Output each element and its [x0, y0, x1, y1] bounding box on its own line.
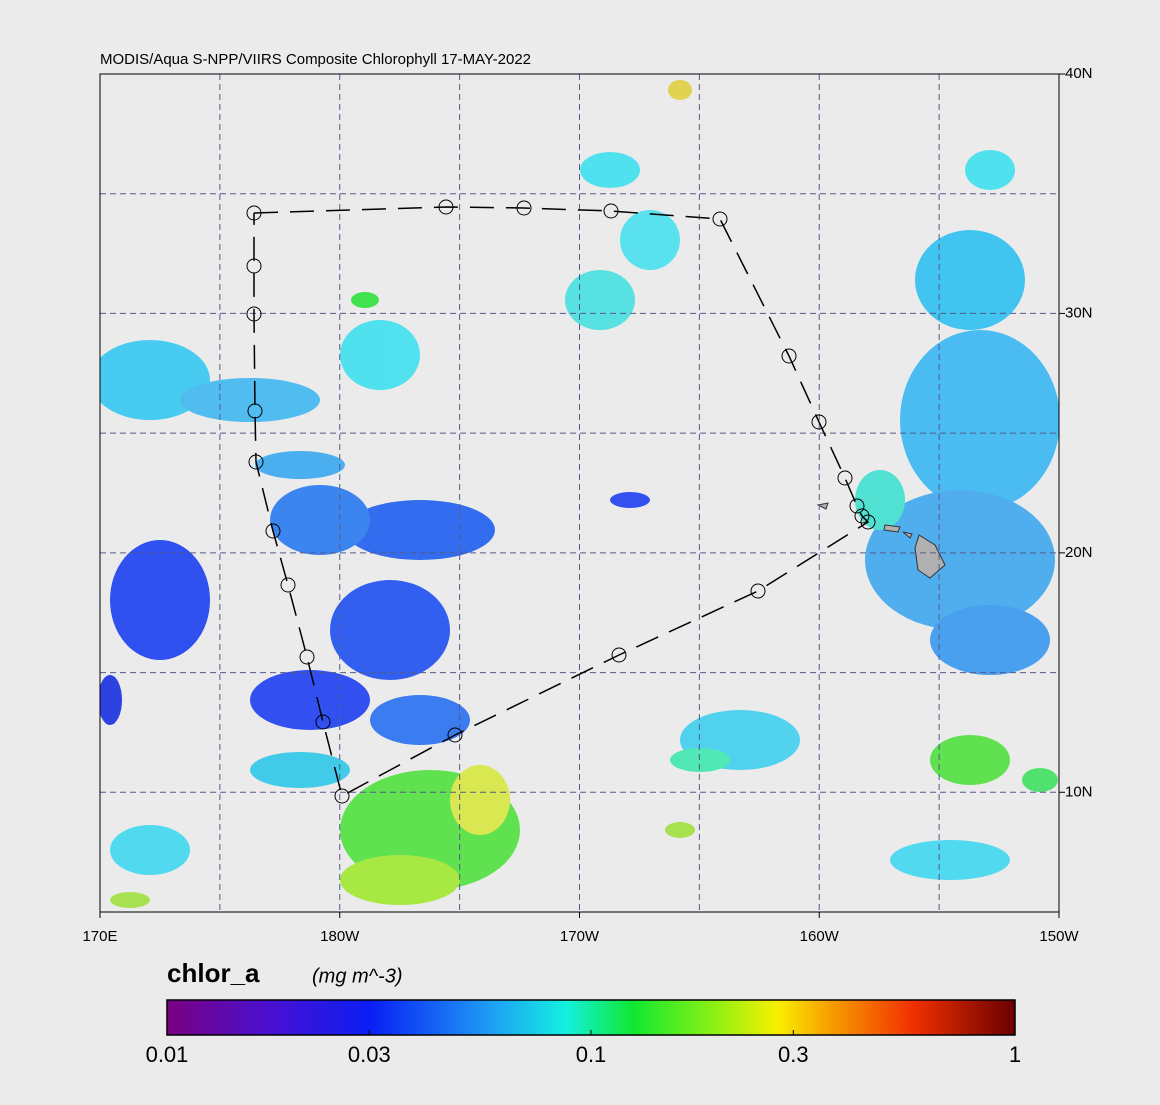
- y-tick-label: 20N: [1065, 544, 1093, 561]
- colorbar-tick-label: 0.3: [778, 1042, 809, 1067]
- y-tick-label: 30N: [1065, 304, 1093, 321]
- x-tick-label: 150W: [1039, 928, 1079, 945]
- y-tick-label: 40N: [1065, 65, 1093, 82]
- colorbar-tick-label: 1: [1009, 1042, 1021, 1067]
- colorbar: [166, 999, 1016, 1036]
- stations: [246, 199, 876, 804]
- colorbar-tick-label: 0.03: [348, 1042, 391, 1067]
- x-tick-label: 180W: [320, 928, 360, 945]
- x-tick-label: 170E: [82, 928, 117, 945]
- x-tick-label: 160W: [800, 928, 840, 945]
- y-tick-label: 10N: [1065, 783, 1093, 800]
- colorbar-label: chlor_a: [167, 958, 260, 988]
- colorbar-tick-label: 0.01: [146, 1042, 189, 1067]
- chlorophyll-field: [100, 80, 1059, 908]
- cruise-track: [246, 199, 876, 804]
- hawaii: [816, 502, 946, 579]
- title: MODIS/Aqua S-NPP/VIIRS Composite Chlorop…: [100, 51, 531, 68]
- x-tick-label: 170W: [560, 928, 600, 945]
- colorbar-tick-label: 0.1: [576, 1042, 607, 1067]
- track-line: [253, 206, 870, 798]
- colorbar-units: (mg m^-3): [312, 965, 403, 987]
